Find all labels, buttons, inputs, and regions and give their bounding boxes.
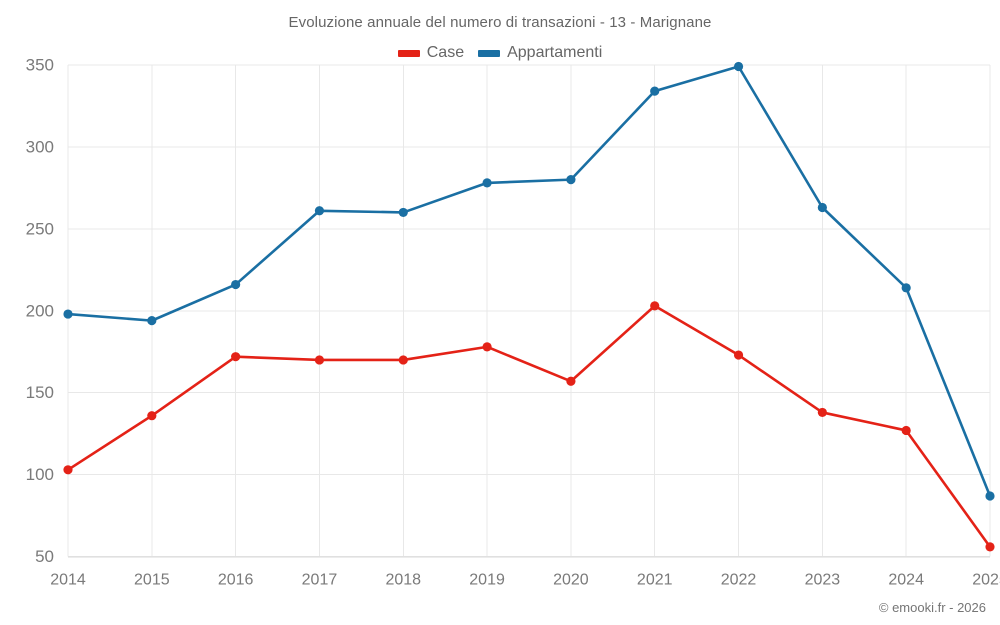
copyright-credit: © emooki.fr - 2026 — [878, 600, 986, 615]
x-axis-tick-label: 2024 — [888, 572, 924, 589]
y-axis-tick-label: 300 — [26, 137, 54, 156]
y-axis-tick-label: 200 — [26, 301, 54, 320]
legend-item-appartamenti[interactable]: Appartamenti — [478, 44, 602, 62]
data-point-appartamenti-2017[interactable] — [314, 206, 325, 216]
y-axis-tick-label: 350 — [26, 55, 54, 74]
x-axis-tick-labels: 2014 2015 2016 2017 2018 2019 2020 2021 2022 2023… — [50, 572, 1000, 589]
y-axis-tick-label: 100 — [26, 465, 54, 484]
legend-label-appartamenti: Appartamenti — [507, 44, 603, 61]
x-axis-tick-label: 2022 — [721, 572, 757, 589]
data-point-appartamenti-2022[interactable] — [733, 61, 744, 72]
data-point-case-2025[interactable] — [985, 542, 995, 552]
data-point-case-2022[interactable] — [733, 350, 744, 360]
x-axis-tick-label: 2015 — [134, 572, 170, 589]
y-axis-tick-labels: 50 100 150 200 250 300 350 — [26, 55, 54, 566]
x-axis-tick-label: 2020 — [553, 572, 589, 589]
data-point-case-2017[interactable] — [314, 355, 325, 365]
data-point-case-2024[interactable] — [901, 425, 911, 436]
data-point-case-2019[interactable] — [482, 342, 492, 352]
series-line-case — [66, 304, 992, 549]
data-point-case-2023[interactable] — [817, 407, 827, 418]
data-point-appartamenti-2015[interactable] — [147, 316, 157, 326]
x-axis-tick-label: 2017 — [302, 572, 338, 589]
y-axis-tick-label: 250 — [26, 219, 54, 238]
data-point-case-2020[interactable] — [566, 376, 576, 386]
x-axis-tick-label: 2014 — [50, 572, 86, 589]
data-point-appartamenti-2016[interactable] — [231, 279, 241, 290]
series-line-appartamenti — [66, 65, 992, 498]
data-point-appartamenti-2025[interactable] — [985, 491, 995, 501]
data-series — [63, 61, 995, 552]
legend-swatch-appartamenti — [478, 49, 501, 57]
data-point-appartamenti-2024[interactable] — [901, 283, 911, 293]
legend-label-case: Case — [426, 44, 465, 61]
data-point-case-2014[interactable] — [63, 465, 73, 475]
x-axis-tick-label: 2018 — [385, 572, 421, 589]
data-point-appartamenti-2023[interactable] — [817, 202, 827, 213]
data-point-appartamenti-2019[interactable] — [482, 178, 492, 188]
x-axis-tick-label: 2016 — [218, 572, 254, 589]
data-point-case-2016[interactable] — [231, 352, 241, 362]
y-axis-tick-label: 50 — [35, 547, 54, 566]
x-axis-tick-label: 2021 — [637, 572, 673, 589]
gridlines — [67, 64, 991, 558]
data-point-appartamenti-2018[interactable] — [398, 207, 408, 218]
x-axis-tick-label: 2025 — [972, 572, 1000, 589]
x-axis-tick-label: 2019 — [469, 572, 505, 589]
x-axis-tick-label: 2023 — [805, 572, 841, 589]
data-point-case-2021[interactable] — [650, 301, 660, 311]
legend-item-case[interactable]: Case — [397, 44, 465, 62]
chart-legend: Case Appartamenti — [0, 44, 1000, 62]
data-point-appartamenti-2020[interactable] — [566, 175, 576, 185]
data-point-case-2018[interactable] — [398, 355, 408, 365]
data-point-appartamenti-2021[interactable] — [650, 86, 660, 96]
legend-swatch-case — [397, 49, 420, 57]
data-point-appartamenti-2014[interactable] — [63, 309, 73, 319]
chart-title: Evoluzione annuale del numero di transaz… — [288, 14, 712, 31]
y-axis-tick-label: 150 — [26, 383, 54, 402]
data-point-case-2015[interactable] — [147, 411, 157, 421]
